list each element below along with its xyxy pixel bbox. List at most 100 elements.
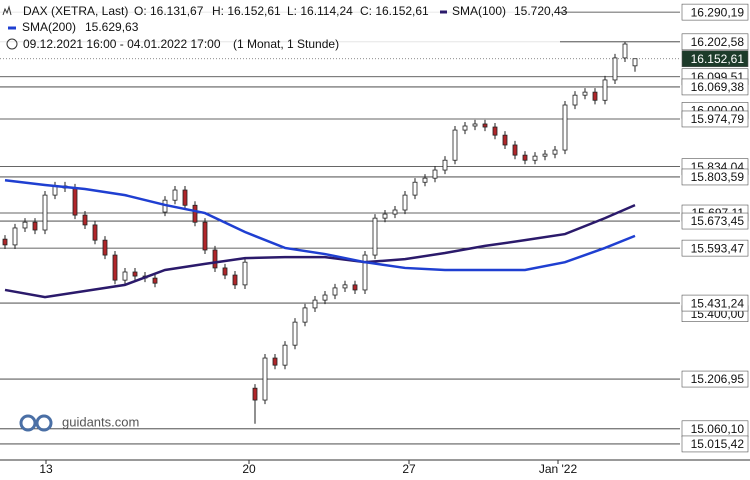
candle-body xyxy=(422,177,428,183)
candle-body xyxy=(592,91,598,101)
candle-body xyxy=(372,217,378,256)
candle-body xyxy=(382,213,388,219)
candle-body xyxy=(622,43,628,59)
current-price-label: 16.152,61 xyxy=(691,52,745,66)
level-label-box xyxy=(681,370,749,388)
candle-body xyxy=(452,129,458,161)
legend-instrument: DAX (XETRA, Last) xyxy=(23,4,128,18)
candle-body xyxy=(332,287,338,296)
candle-body xyxy=(232,274,238,286)
candle-body xyxy=(262,357,268,401)
candle-body xyxy=(582,91,588,96)
level-label-box xyxy=(681,33,749,51)
candle-body xyxy=(32,221,38,231)
candle-body xyxy=(432,169,438,179)
legend-sma200: SMA(200) xyxy=(22,20,76,34)
candle-body xyxy=(502,134,508,146)
legend-close: C: 16.152,61 xyxy=(360,4,429,18)
watermark-logo xyxy=(19,414,37,432)
clock-icon xyxy=(6,38,18,50)
legend-icon xyxy=(2,5,12,16)
x-tick-label: Jan '22 xyxy=(539,462,578,476)
legend-sma200-value: 15.629,63 xyxy=(85,20,139,34)
candle-body xyxy=(302,307,308,323)
level-label: 16.202,58 xyxy=(691,35,745,49)
level-label-box xyxy=(681,212,749,230)
candle-body xyxy=(72,187,78,216)
candle-body xyxy=(202,221,208,251)
level-label: 16.069,38 xyxy=(691,80,745,94)
candle-body xyxy=(562,104,568,151)
candle-body xyxy=(602,79,608,101)
candle-body xyxy=(252,387,258,401)
candle-body xyxy=(112,254,118,281)
level-label: 15.206,95 xyxy=(691,372,745,386)
legend-sma100-value: 15.720,43 xyxy=(514,4,568,18)
candle-body xyxy=(92,224,98,241)
candle-body xyxy=(212,249,218,269)
candle-body xyxy=(482,123,488,128)
candle-body xyxy=(362,254,368,291)
candle-body xyxy=(632,58,638,67)
level-label-box xyxy=(681,435,749,453)
watermark: guidants.com xyxy=(19,414,139,432)
candle-body xyxy=(322,294,328,301)
legend-bg xyxy=(0,0,560,52)
candle-body xyxy=(182,189,188,206)
candle-body xyxy=(492,126,498,136)
axis: 13 20 27 Jan '2216.000,0015.400,0016.290,19… xyxy=(0,3,750,476)
candle-body xyxy=(222,267,228,276)
level-label: 15.015,42 xyxy=(691,437,745,451)
sma-line xyxy=(4,178,636,272)
current-price-label-box xyxy=(681,50,749,68)
candle-body xyxy=(342,284,348,289)
plot xyxy=(0,11,680,445)
x-tick-label: 13 xyxy=(39,462,53,476)
candle-body xyxy=(542,153,548,157)
candle-body xyxy=(22,221,28,229)
legend-open: O: 16.131,67 xyxy=(134,4,204,18)
candle-body xyxy=(442,159,448,171)
level-label-box xyxy=(681,294,749,312)
candle-body xyxy=(352,284,358,291)
legend-period: 09.12.2021 16:00 - 04.01.2022 17:00 xyxy=(23,37,221,51)
candle-body xyxy=(192,204,198,223)
candle-body xyxy=(572,94,578,106)
legend-interval: (1 Monat, 1 Stunde) xyxy=(233,37,339,51)
candle-body xyxy=(472,123,478,127)
candle-body xyxy=(462,125,468,131)
candle-body xyxy=(122,271,128,281)
x-tick-label: 20 xyxy=(242,462,256,476)
level-label: 16.290,19 xyxy=(691,5,745,19)
candle-body xyxy=(242,261,248,286)
candle-body xyxy=(392,209,398,215)
level-label: 15.060,10 xyxy=(691,422,745,436)
level-label-box xyxy=(681,110,749,128)
candle-body xyxy=(282,344,288,366)
candle-body xyxy=(292,321,298,346)
legend-sma100: SMA(100) xyxy=(452,4,506,18)
candle-body xyxy=(312,299,318,309)
candle-body xyxy=(102,239,108,256)
candle-body xyxy=(552,149,558,155)
candle-body xyxy=(522,154,528,161)
level-label: 15.593,47 xyxy=(691,241,745,255)
candle-body xyxy=(272,357,278,366)
candle-body xyxy=(612,57,618,81)
candle-body xyxy=(532,155,538,161)
watermark-text: guidants.com xyxy=(62,414,139,429)
legend-high: H: 16.152,61 xyxy=(212,4,281,18)
level-label: 15.974,79 xyxy=(691,112,745,126)
level-label-box xyxy=(681,78,749,96)
sma-line xyxy=(4,203,636,299)
candle-body xyxy=(412,181,418,196)
level-label: 15.803,59 xyxy=(691,170,745,184)
level-label-box xyxy=(681,3,749,21)
level-label: 15.431,24 xyxy=(691,296,745,310)
candle-body xyxy=(2,238,8,246)
legend: DAX (XETRA, Last) O: 16.131,67 H: 16.152… xyxy=(0,0,568,52)
legend-low: L: 16.114,24 xyxy=(287,4,353,18)
candle-body xyxy=(132,271,138,277)
